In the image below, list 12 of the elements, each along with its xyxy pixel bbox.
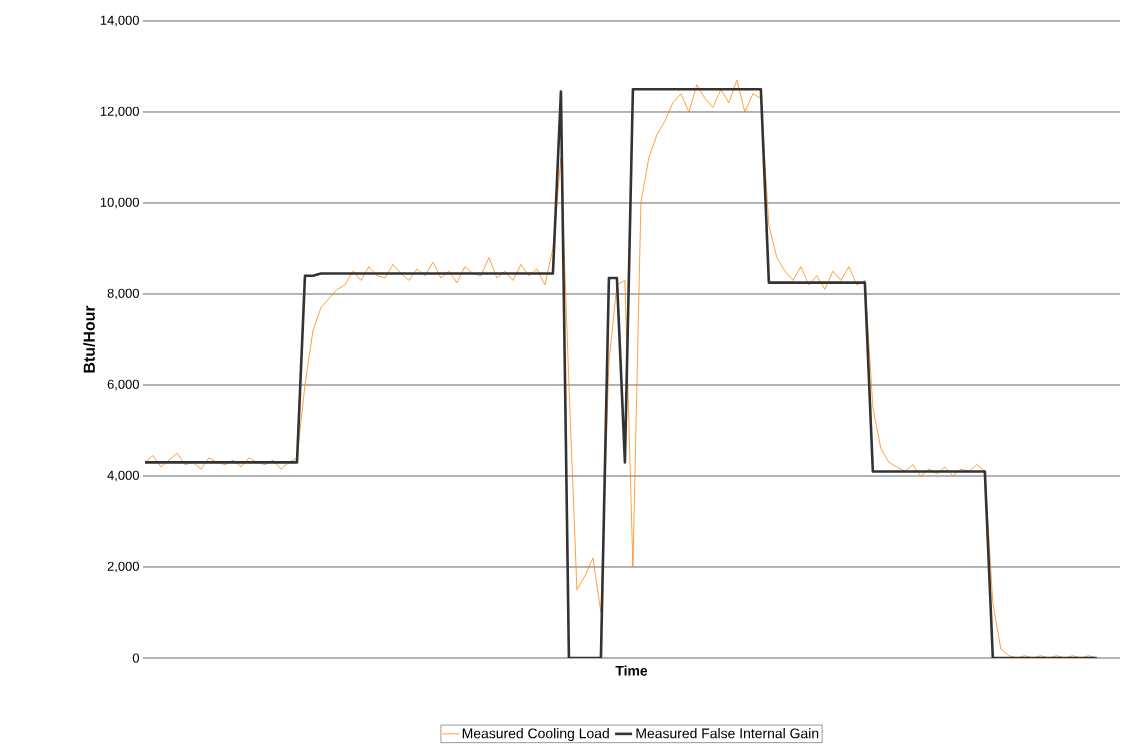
- legend-label: Measured False Internal Gain: [636, 728, 819, 739]
- y-tick-label: 10,000: [100, 197, 139, 209]
- y-axis-title: Btu/Hour: [83, 305, 96, 373]
- y-tick-label: 14,000: [100, 15, 139, 27]
- y-tick-label: 2,000: [107, 561, 139, 573]
- legend-label: Measured Cooling Load: [462, 728, 609, 742]
- y-tick-label: 12,000: [100, 106, 139, 118]
- y-tick-label: 6,000: [107, 379, 139, 391]
- y-tick-label: 4,000: [107, 470, 139, 482]
- y-tick-label: 8,000: [107, 288, 139, 300]
- x-axis-title: Time: [615, 665, 648, 676]
- y-tick-label: 0: [132, 653, 139, 663]
